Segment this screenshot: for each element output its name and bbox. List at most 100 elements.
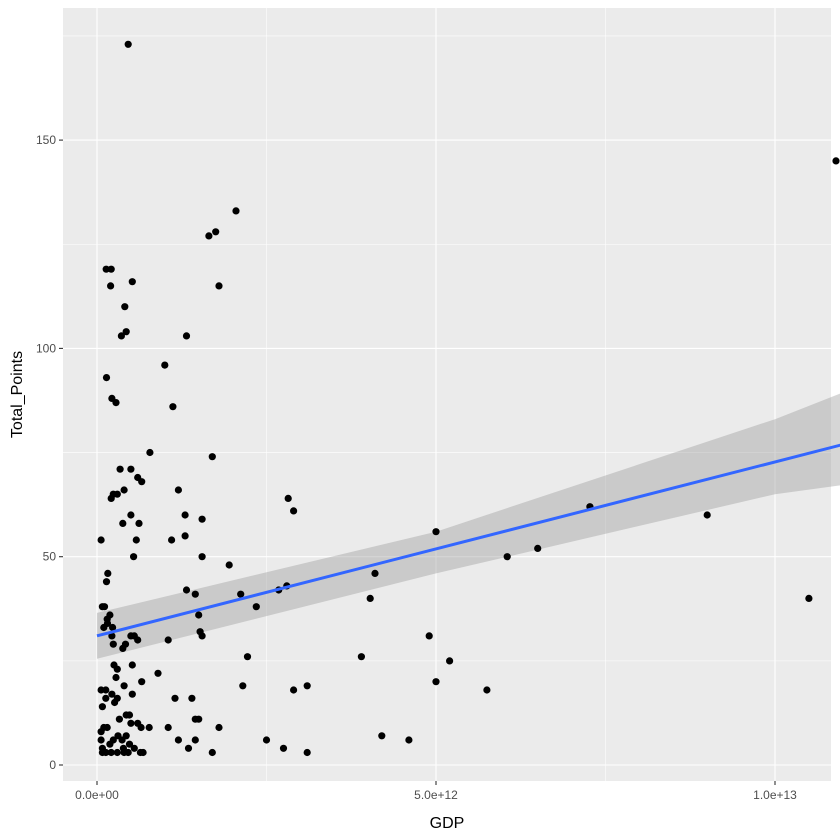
data-point bbox=[106, 611, 114, 619]
data-point bbox=[191, 736, 199, 744]
data-point bbox=[127, 719, 135, 727]
data-point bbox=[146, 448, 154, 457]
data-point bbox=[188, 694, 196, 702]
data-point bbox=[215, 282, 223, 290]
data-point bbox=[181, 532, 189, 540]
data-point bbox=[109, 623, 117, 632]
panel-background bbox=[63, 8, 831, 781]
y-axis-title: Total_Points bbox=[9, 351, 26, 438]
data-point bbox=[124, 748, 132, 757]
data-point bbox=[198, 632, 206, 640]
data-point bbox=[102, 578, 111, 586]
data-point bbox=[108, 690, 116, 698]
data-point bbox=[405, 736, 413, 744]
data-point bbox=[130, 553, 138, 561]
data-point bbox=[208, 453, 216, 461]
confidence-band bbox=[97, 393, 840, 659]
data-point bbox=[262, 736, 271, 744]
data-point bbox=[503, 553, 511, 561]
data-point bbox=[137, 723, 145, 732]
data-point bbox=[113, 748, 121, 757]
data-point bbox=[483, 686, 491, 694]
data-point bbox=[127, 465, 135, 473]
data-point bbox=[252, 603, 260, 611]
data-point bbox=[122, 732, 130, 740]
data-point bbox=[128, 690, 136, 698]
data-point bbox=[432, 528, 440, 536]
data-point bbox=[145, 723, 153, 732]
data-point bbox=[432, 678, 440, 686]
x-tick-label: 0.0e+00 bbox=[75, 788, 119, 802]
data-point bbox=[703, 511, 711, 519]
data-point bbox=[106, 740, 114, 748]
data-points bbox=[97, 40, 840, 757]
data-point bbox=[115, 715, 123, 723]
data-point bbox=[113, 665, 121, 673]
data-point bbox=[832, 157, 840, 165]
data-point bbox=[107, 265, 115, 273]
data-point bbox=[290, 686, 298, 694]
data-point bbox=[303, 748, 311, 757]
data-point bbox=[120, 486, 128, 494]
data-point bbox=[154, 669, 162, 677]
data-point bbox=[100, 603, 109, 611]
data-point bbox=[138, 678, 146, 686]
data-point bbox=[164, 636, 172, 644]
data-point bbox=[128, 661, 136, 669]
data-point bbox=[378, 732, 386, 740]
data-point bbox=[103, 723, 111, 732]
data-point bbox=[168, 536, 176, 544]
data-point bbox=[117, 332, 125, 340]
data-point bbox=[97, 536, 105, 544]
data-point bbox=[357, 653, 365, 661]
data-point bbox=[239, 682, 247, 690]
data-point bbox=[103, 619, 112, 628]
data-point bbox=[371, 569, 379, 578]
data-point bbox=[195, 715, 203, 723]
data-point bbox=[122, 328, 130, 336]
data-point bbox=[215, 723, 223, 732]
data-point bbox=[290, 507, 298, 515]
data-point bbox=[107, 748, 115, 757]
data-point bbox=[174, 486, 182, 494]
data-point bbox=[119, 519, 127, 528]
data-point bbox=[136, 748, 144, 757]
data-point bbox=[182, 586, 191, 594]
data-point bbox=[107, 282, 115, 290]
data-point bbox=[122, 711, 130, 719]
data-point bbox=[171, 694, 179, 702]
data-point bbox=[284, 494, 292, 502]
data-point bbox=[124, 40, 132, 48]
data-point bbox=[174, 736, 182, 744]
data-point bbox=[120, 682, 128, 690]
data-point bbox=[534, 544, 542, 553]
data-point bbox=[425, 632, 433, 640]
data-point bbox=[97, 728, 105, 736]
data-point bbox=[109, 640, 117, 648]
grid bbox=[63, 8, 831, 781]
data-point bbox=[184, 744, 193, 752]
data-point bbox=[232, 207, 240, 215]
data-point bbox=[113, 694, 121, 702]
data-point bbox=[102, 694, 110, 702]
data-point bbox=[208, 748, 216, 757]
data-point bbox=[191, 590, 199, 598]
data-point bbox=[125, 740, 134, 748]
data-point bbox=[161, 361, 169, 369]
data-point bbox=[134, 636, 142, 644]
y-tick-label: 100 bbox=[36, 341, 56, 355]
data-point bbox=[97, 736, 105, 744]
confidence-ribbon bbox=[97, 393, 840, 659]
data-point bbox=[104, 569, 112, 578]
data-point bbox=[109, 490, 117, 498]
y-tick-label: 150 bbox=[36, 133, 56, 147]
data-point bbox=[108, 632, 116, 640]
data-point bbox=[127, 511, 135, 519]
data-point bbox=[279, 744, 288, 752]
data-point bbox=[97, 686, 105, 694]
plot-panel bbox=[63, 8, 831, 781]
data-point bbox=[212, 228, 220, 236]
y-tick-label: 50 bbox=[43, 550, 57, 564]
data-point bbox=[130, 744, 138, 752]
data-point bbox=[243, 653, 252, 661]
